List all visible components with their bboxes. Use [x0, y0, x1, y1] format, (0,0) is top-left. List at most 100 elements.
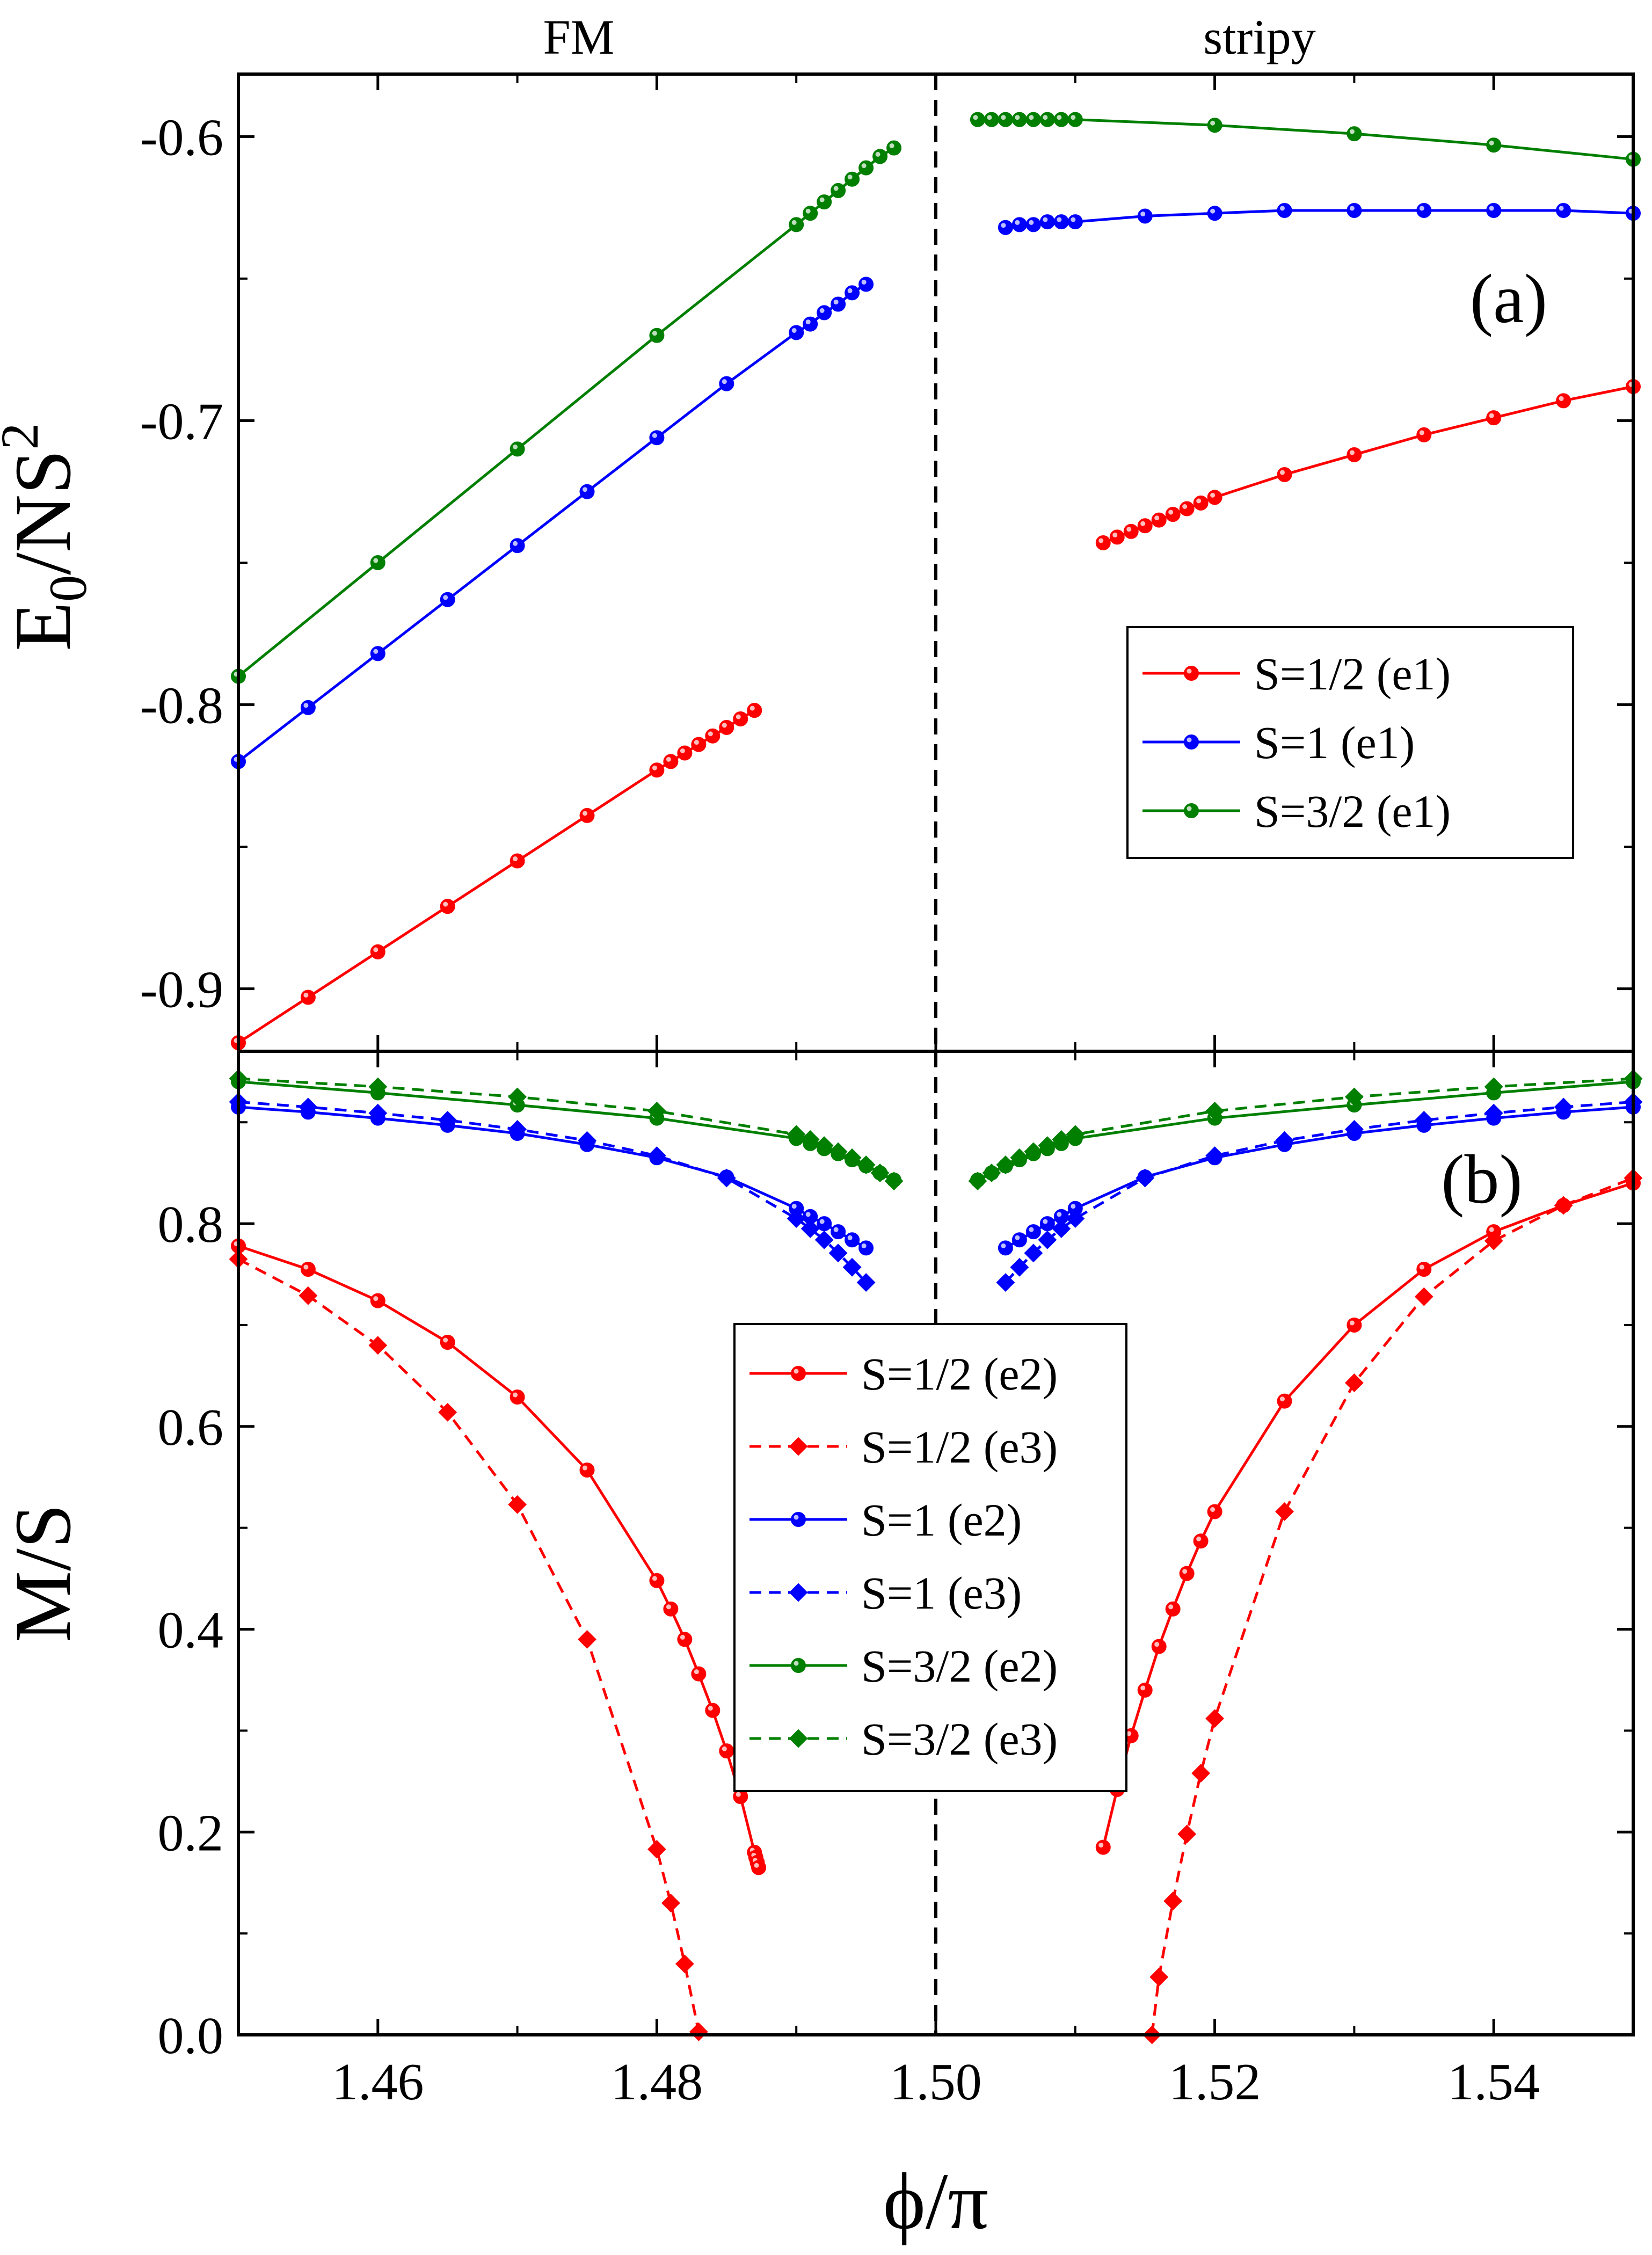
data-point-highlight [1196, 498, 1202, 504]
data-point-highlight [1489, 413, 1494, 418]
data-point [789, 325, 804, 340]
data-point [998, 220, 1013, 235]
ylabel-rest: /NS [0, 449, 88, 574]
data-point [998, 1240, 1013, 1256]
legend-label: S=1/2 (e3) [861, 1421, 1058, 1473]
data-point [1052, 1219, 1071, 1238]
legend-label: S=1/2 (e2) [861, 1348, 1058, 1400]
data-point [842, 1257, 862, 1277]
data-point [845, 285, 860, 301]
series-line [1151, 1176, 1634, 2035]
legend-marker [789, 1583, 808, 1602]
data-point-highlight [1140, 521, 1146, 526]
data-point [689, 2022, 708, 2041]
data-point [663, 1601, 679, 1617]
data-point [1191, 1764, 1211, 1783]
data-point [717, 1168, 736, 1188]
data-point [1486, 137, 1502, 153]
data-point-highlight [847, 174, 853, 180]
data-point-highlight [1349, 206, 1355, 211]
data-point [705, 1703, 721, 1718]
x-tick-label: 1.50 [890, 2053, 982, 2111]
x-tick-label: 1.46 [332, 2053, 424, 2111]
y-tick-label: 0.2 [158, 1804, 224, 1862]
data-point [663, 754, 679, 769]
data-point-highlight [373, 558, 379, 563]
series-line [1005, 209, 1634, 229]
data-point [828, 1243, 848, 1263]
legend-label: S=1 (e1) [1254, 717, 1415, 768]
data-point-highlight [833, 186, 839, 191]
data-point [1010, 1148, 1029, 1167]
data-point [370, 646, 385, 661]
data-point [1165, 507, 1181, 522]
y-tick-label: 0.0 [158, 2007, 224, 2065]
ylabel-main: E [0, 602, 88, 651]
y-tick-label: 0.8 [158, 1196, 224, 1254]
data-point [440, 1335, 455, 1350]
panel-b-ylabel: M/S [0, 1504, 88, 1642]
x-tick-label: 1.52 [1169, 2053, 1261, 2111]
data-point [438, 1111, 457, 1130]
data-point [1484, 1231, 1503, 1250]
panel-b-tag: (b) [1441, 1141, 1523, 1218]
data-point-highlight [1126, 527, 1132, 532]
data-point [1486, 202, 1502, 218]
panel-b-ticks: 0.0 0.2 0.4 0.6 0.8 1.46 1.48 1.50 1.52 1.54 [158, 1051, 1634, 2111]
data-point [300, 700, 316, 715]
data-point [299, 1286, 318, 1305]
data-point-highlight [1196, 1536, 1202, 1541]
data-point [647, 1146, 666, 1165]
data-point [1136, 1168, 1155, 1188]
data-point [579, 484, 595, 499]
ylabel-sup: 2 [0, 423, 49, 449]
data-point-highlight [1280, 206, 1285, 211]
data-point-highlight [1126, 1731, 1132, 1736]
data-point [828, 1142, 848, 1161]
data-point-highlight [1057, 115, 1062, 120]
data-point [1347, 447, 1362, 462]
data-point-highlight [583, 487, 587, 492]
data-point-highlight [1098, 1843, 1104, 1848]
data-point [856, 1155, 876, 1174]
series-line [238, 1100, 867, 1284]
data-point [1347, 126, 1362, 142]
panel-a-ylabel: E0/NS2 [0, 423, 98, 651]
legend-marker-highlight [1187, 806, 1192, 811]
data-point-highlight [1489, 1227, 1494, 1232]
data-point-highlight [652, 433, 657, 438]
data-point [1024, 1142, 1043, 1161]
data-point-highlight [875, 151, 880, 157]
series-line [238, 1105, 867, 1249]
data-point-highlight [652, 1576, 657, 1581]
data-point-highlight [1210, 492, 1216, 498]
data-point [842, 1148, 862, 1167]
data-point [1344, 1120, 1364, 1139]
legend-label: S=3/2 (e3) [861, 1713, 1058, 1765]
data-point [1347, 1317, 1362, 1333]
data-point [299, 1097, 318, 1117]
y-tick-label: -0.9 [140, 961, 223, 1019]
data-point [1556, 202, 1571, 218]
data-point [1137, 518, 1153, 534]
data-point [870, 1163, 890, 1183]
data-point-highlight [694, 740, 699, 745]
data-point [510, 1390, 525, 1405]
data-point-highlight [1419, 1264, 1424, 1270]
data-point [368, 1077, 388, 1096]
data-point-highlight [889, 143, 894, 149]
data-point [787, 1209, 806, 1228]
phase-label-fm: FM [543, 10, 615, 64]
data-point-highlight [666, 756, 671, 762]
data-point [1416, 427, 1432, 442]
legend-label: S=3/2 (e2) [861, 1640, 1058, 1692]
data-point [1344, 1373, 1364, 1393]
data-point-highlight [1029, 115, 1034, 120]
data-point-highlight [973, 115, 978, 120]
data-point [1053, 112, 1069, 127]
data-point-highlight [1182, 1569, 1188, 1574]
data-point [1010, 1257, 1029, 1277]
data-point [300, 1262, 316, 1277]
data-point-highlight [1210, 1507, 1216, 1512]
